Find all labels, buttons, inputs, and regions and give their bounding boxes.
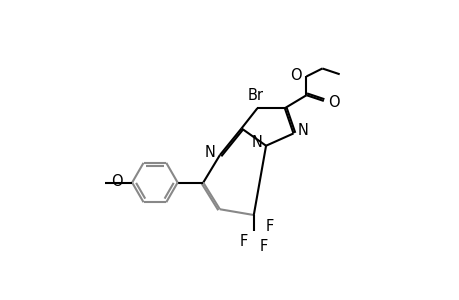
Text: O: O <box>327 95 339 110</box>
Text: F: F <box>265 219 273 234</box>
Text: N: N <box>297 123 308 138</box>
Text: O: O <box>112 174 123 189</box>
Text: N: N <box>205 145 215 160</box>
Text: O: O <box>290 68 302 83</box>
Text: N: N <box>251 135 262 150</box>
Text: F: F <box>239 234 247 249</box>
Text: Br: Br <box>246 88 263 103</box>
Text: F: F <box>259 239 268 254</box>
